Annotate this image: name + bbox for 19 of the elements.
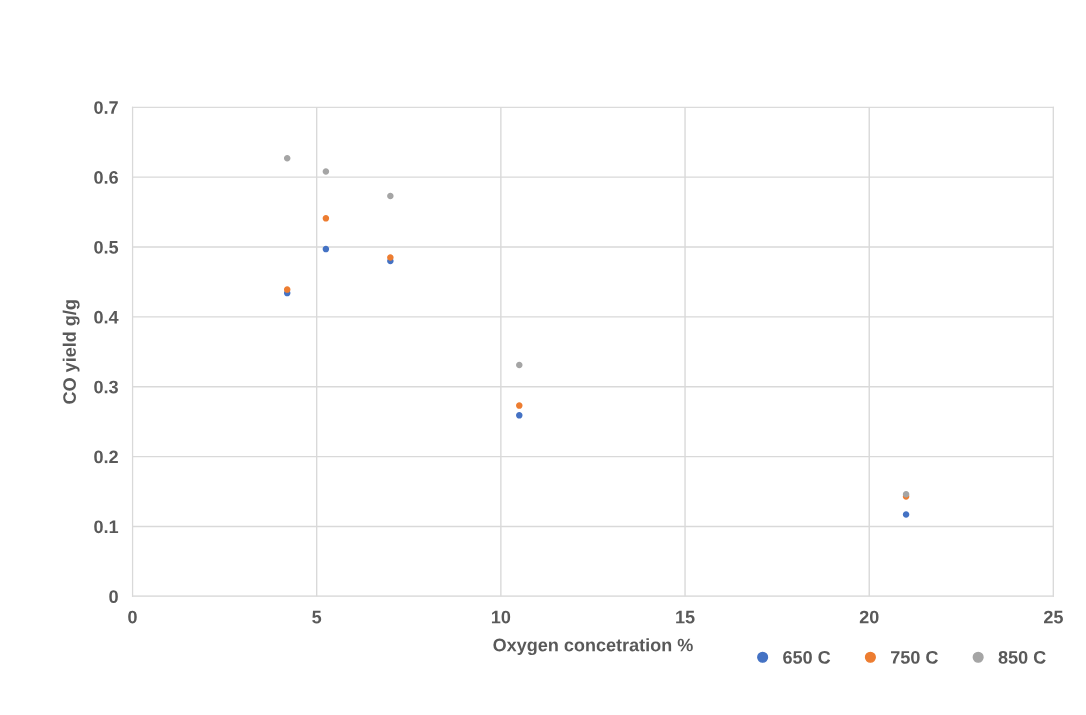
y-tick-label: 0.2 [94,450,118,464]
x-tick-label: 10 [491,610,511,624]
y-tick-label: 0 [109,590,118,604]
legend-label: 650 C [783,650,831,664]
x-tick-label: 25 [1044,610,1063,624]
x-tick-label: 20 [859,610,879,624]
y-tick-label: 0.7 [94,101,118,114]
y-tick-label: 0.6 [94,171,118,184]
legend-label: 850 C [998,650,1046,664]
y-tick-label: 0.5 [94,240,119,254]
y-tick-label: 0.3 [94,380,118,394]
y-tick-label: 0.4 [94,310,119,324]
x-tick-label: 5 [312,610,322,624]
y-axis-title: CO yield g/g [62,300,80,404]
x-axis-title: Oxygen concetration % [493,638,693,656]
x-tick-label: 0 [128,610,137,624]
x-tick-label: 15 [676,610,695,624]
y-tick-label: 0.1 [94,520,119,534]
legend-label: 750 C [891,650,938,664]
